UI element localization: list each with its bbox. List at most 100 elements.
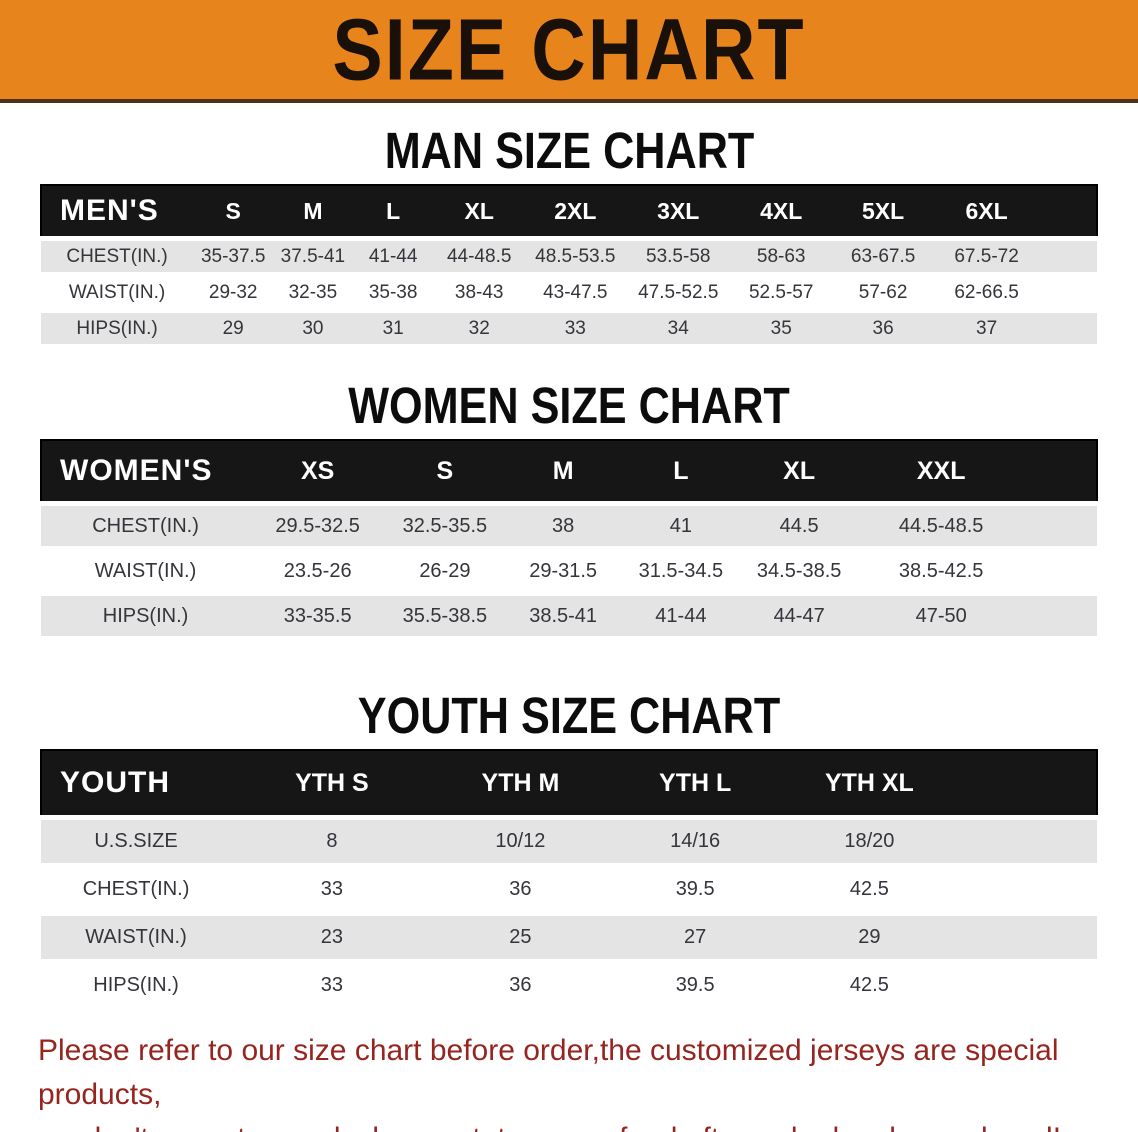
size-value-cell: 23: [231, 911, 433, 962]
size-value-cell: 31.5-34.5: [621, 546, 741, 594]
size-value-cell: 67.5-72: [934, 236, 1039, 275]
size-value-cell: 34.5-38.5: [740, 546, 859, 594]
size-header-cell: L: [621, 439, 741, 505]
youth-size-table: YOUTH YTH S YTH M YTH L YTH XL U.S.SIZE 8 10/12…: [39, 749, 1099, 1007]
women-section-title: WOMEN SIZE CHART: [0, 377, 1138, 439]
women-size-table: WOMEN'S XS S M L XL XXL CHEST(IN.) 29.5-32.5 32.5…: [39, 439, 1098, 636]
youth-section-title-text: YOUTH SIZE CHART: [357, 686, 781, 745]
size-value-cell: 36: [432, 959, 609, 1007]
measurement-row: HIPS(IN.) 29 30 31 32 33 34 35 36 37: [41, 308, 1097, 344]
spacer-cell: [956, 911, 1097, 962]
size-value-cell: 41-44: [621, 591, 741, 636]
size-value-cell: 37: [934, 308, 1039, 344]
size-table-header-row: YOUTH YTH S YTH M YTH L YTH XL: [39, 749, 1099, 819]
size-header-cell: S: [193, 184, 274, 240]
size-value-cell: 18/20: [782, 815, 957, 866]
size-value-cell: 44-47: [740, 591, 859, 636]
size-header-cell: M: [504, 439, 622, 505]
size-header-cell: S: [385, 439, 505, 505]
size-header-cell: L: [352, 184, 434, 240]
size-value-cell: 30: [273, 308, 353, 344]
row-label: CHEST(IN.): [41, 236, 194, 275]
table-title-cell: MEN'S: [39, 184, 194, 240]
size-value-cell: 47.5-52.5: [625, 272, 731, 311]
size-value-cell: 37.5-41: [273, 236, 353, 275]
size-value-cell: 25: [432, 911, 609, 962]
size-header-cell: 3XL: [625, 184, 731, 240]
size-value-cell: 57-62: [831, 272, 935, 311]
spacer-cell: [956, 863, 1097, 914]
size-header-cell: XS: [250, 439, 386, 505]
row-label: HIPS(IN.): [41, 591, 251, 636]
size-value-cell: 33: [231, 959, 433, 1007]
size-table-header-row: WOMEN'S XS S M L XL XXL: [39, 439, 1098, 505]
size-header-cell: 2XL: [524, 184, 626, 240]
size-value-cell: 63-67.5: [831, 236, 935, 275]
measurement-row: WAIST(IN.) 23.5-26 26-29 29-31.5 31.5-34.5 34…: [41, 546, 1097, 594]
size-value-cell: 47-50: [858, 591, 1025, 636]
spacer-cell: [1038, 308, 1097, 344]
size-value-cell: 41: [621, 501, 741, 549]
size-value-cell: 26-29: [385, 546, 505, 594]
size-value-cell: 53.5-58: [625, 236, 731, 275]
size-value-cell: 29.5-32.5: [250, 501, 386, 549]
size-value-cell: 38.5-41: [504, 591, 622, 636]
spacer-cell: [956, 749, 1099, 819]
size-value-cell: 36: [831, 308, 935, 344]
size-value-cell: 42.5: [782, 863, 957, 914]
men-section-title: MAN SIZE CHART: [0, 122, 1138, 184]
size-value-cell: 38-43: [433, 272, 525, 311]
size-value-cell: 32-35: [273, 272, 353, 311]
size-header-cell: 5XL: [831, 184, 935, 240]
size-value-cell: 14/16: [608, 815, 783, 866]
row-label: U.S.SIZE: [41, 815, 232, 866]
spacer-cell: [1038, 184, 1099, 240]
size-value-cell: 27: [608, 911, 783, 962]
size-value-cell: 38.5-42.5: [858, 546, 1025, 594]
size-value-cell: 33: [231, 863, 433, 914]
youth-section: YOUTH SIZE CHART YOUTH YTH S YTH M YTH L YTH…: [0, 686, 1138, 1007]
size-header-cell: XL: [433, 184, 525, 240]
size-value-cell: 44-48.5: [433, 236, 525, 275]
spacer-cell: [1038, 236, 1097, 275]
size-header-cell: YTH L: [608, 749, 783, 819]
table-title-cell: WOMEN'S: [39, 439, 251, 505]
size-value-cell: 39.5: [608, 863, 783, 914]
size-value-cell: 34: [625, 308, 731, 344]
row-label: CHEST(IN.): [41, 863, 232, 914]
row-label: CHEST(IN.): [41, 501, 251, 549]
measurement-row: HIPS(IN.) 33-35.5 35.5-38.5 38.5-41 41-44 44-…: [41, 591, 1097, 636]
row-label: HIPS(IN.): [41, 959, 232, 1007]
size-value-cell: 8: [231, 815, 433, 866]
banner: SIZE CHART: [0, 0, 1138, 103]
size-value-cell: 38: [504, 501, 622, 549]
size-value-cell: 42.5: [782, 959, 957, 1007]
row-label: WAIST(IN.): [41, 911, 232, 962]
size-value-cell: 23.5-26: [250, 546, 386, 594]
disclaimer: Please refer to our size chart before or…: [38, 1029, 1100, 1132]
spacer-cell: [1024, 546, 1097, 594]
size-table-header-row: MEN'S S M L XL 2XL 3XL 4XL 5XL 6XL: [39, 184, 1099, 240]
size-value-cell: 41-44: [352, 236, 434, 275]
measurement-row: CHEST(IN.) 35-37.5 37.5-41 41-44 44-48.5 48.5…: [41, 236, 1097, 275]
youth-section-title: YOUTH SIZE CHART: [0, 686, 1138, 749]
size-value-cell: 35-37.5: [193, 236, 274, 275]
row-label: WAIST(IN.): [41, 272, 194, 311]
size-value-cell: 62-66.5: [934, 272, 1039, 311]
spacer-cell: [1038, 272, 1097, 311]
size-value-cell: 48.5-53.5: [524, 236, 626, 275]
size-header-cell: XXL: [858, 439, 1025, 505]
size-value-cell: 29: [782, 911, 957, 962]
row-label: WAIST(IN.): [41, 546, 251, 594]
size-value-cell: 39.5: [608, 959, 783, 1007]
size-header-cell: YTH XL: [782, 749, 957, 819]
size-value-cell: 31: [352, 308, 434, 344]
size-header-cell: YTH M: [432, 749, 609, 819]
measurement-row: U.S.SIZE 8 10/12 14/16 18/20: [41, 815, 1097, 866]
spacer-cell: [1024, 439, 1098, 505]
page-title: SIZE CHART: [332, 0, 806, 99]
spacer-cell: [1024, 501, 1097, 549]
size-header-cell: YTH S: [231, 749, 433, 819]
spacer-cell: [956, 815, 1097, 866]
